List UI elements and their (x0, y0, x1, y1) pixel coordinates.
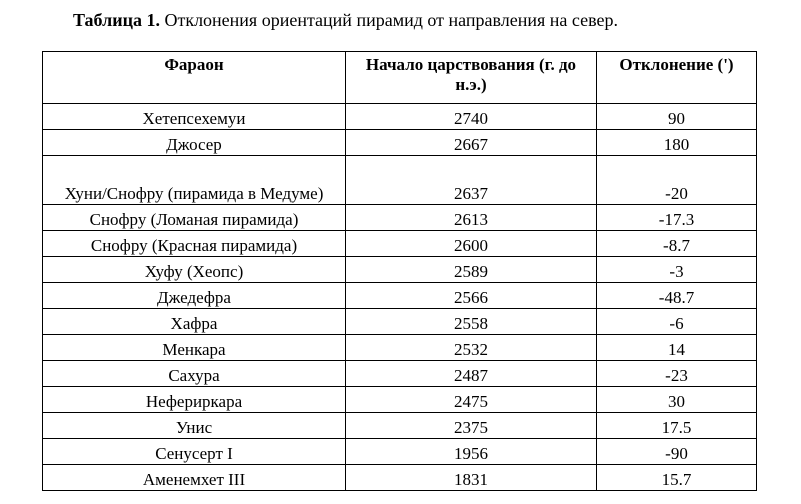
pharaoh-cell: Снофру (Ломаная пирамида) (42, 204, 346, 231)
table-row: Нефериркара 2475 30 (42, 386, 757, 413)
table-row: Хетепсехемуи 2740 90 (42, 103, 757, 130)
reign-start-cell: 2600 (345, 230, 597, 257)
table-row: Джедефра 2566 -48.7 (42, 282, 757, 309)
table-body: Хетепсехемуи 2740 90 Джосер 2667 180 Хуни/Сноф… (42, 103, 757, 491)
table-caption: Таблица 1. Отклонения ориентаций пирамид… (73, 8, 618, 32)
table-row: Менкара 2532 14 (42, 334, 757, 361)
pyramid-orientation-table: Фараон Начало царствования (г. до н.э.) … (42, 51, 757, 491)
header-deviation: Отклонение (') (596, 51, 757, 104)
pharaoh-cell: Хуни/Снофру (пирамида в Медуме) (42, 155, 346, 205)
reign-start-cell: 2487 (345, 360, 597, 387)
reign-start-cell: 2375 (345, 412, 597, 439)
pharaoh-cell: Унис (42, 412, 346, 439)
table-row: Хафра 2558 -6 (42, 308, 757, 335)
table-row: Хуни/Снофру (пирамида в Медуме) 2637 -20 (42, 155, 757, 205)
deviation-cell: 180 (596, 129, 757, 156)
table-row: Аменемхет III 1831 15.7 (42, 464, 757, 491)
caption-text: Отклонения ориентаций пирамид от направл… (164, 10, 618, 30)
deviation-cell: 15.7 (596, 464, 757, 491)
table-row: Хуфу (Хеопс) 2589 -3 (42, 256, 757, 283)
table-row: Сахура 2487 -23 (42, 360, 757, 387)
reign-start-cell: 2667 (345, 129, 597, 156)
reign-start-cell: 2613 (345, 204, 597, 231)
table-row: Джосер 2667 180 (42, 129, 757, 156)
deviation-cell: -48.7 (596, 282, 757, 309)
reign-start-cell: 2558 (345, 308, 597, 335)
reign-start-cell: 2637 (345, 155, 597, 205)
reign-start-cell: 1956 (345, 438, 597, 465)
table-row: Унис 2375 17.5 (42, 412, 757, 439)
pharaoh-cell: Хетепсехемуи (42, 103, 346, 130)
deviation-cell: -23 (596, 360, 757, 387)
deviation-cell: -17.3 (596, 204, 757, 231)
deviation-cell: 14 (596, 334, 757, 361)
pharaoh-cell: Нефериркара (42, 386, 346, 413)
deviation-cell: -20 (596, 155, 757, 205)
pharaoh-cell: Аменемхет III (42, 464, 346, 491)
reign-start-cell: 2532 (345, 334, 597, 361)
reign-start-cell: 2589 (345, 256, 597, 283)
reign-start-cell: 2566 (345, 282, 597, 309)
pharaoh-cell: Хафра (42, 308, 346, 335)
deviation-cell: -3 (596, 256, 757, 283)
reign-start-cell: 1831 (345, 464, 597, 491)
pharaoh-cell: Хуфу (Хеопс) (42, 256, 346, 283)
deviation-cell: 90 (596, 103, 757, 130)
pharaoh-cell: Сахура (42, 360, 346, 387)
deviation-cell: -8.7 (596, 230, 757, 257)
caption-label: Таблица 1. (73, 10, 160, 30)
deviation-cell: 30 (596, 386, 757, 413)
table-row: Снофру (Красная пирамида) 2600 -8.7 (42, 230, 757, 257)
header-reign-start: Начало царствования (г. до н.э.) (345, 51, 597, 104)
table-row: Сенусерт I 1956 -90 (42, 438, 757, 465)
table-header-row: Фараон Начало царствования (г. до н.э.) … (42, 51, 757, 104)
pharaoh-cell: Джедефра (42, 282, 346, 309)
pharaoh-cell: Менкара (42, 334, 346, 361)
deviation-cell: -90 (596, 438, 757, 465)
deviation-cell: -6 (596, 308, 757, 335)
pharaoh-cell: Снофру (Красная пирамида) (42, 230, 346, 257)
pharaoh-cell: Сенусерт I (42, 438, 346, 465)
header-pharaoh: Фараон (42, 51, 346, 104)
pharaoh-cell: Джосер (42, 129, 346, 156)
reign-start-cell: 2475 (345, 386, 597, 413)
table-row: Снофру (Ломаная пирамида) 2613 -17.3 (42, 204, 757, 231)
deviation-cell: 17.5 (596, 412, 757, 439)
reign-start-cell: 2740 (345, 103, 597, 130)
